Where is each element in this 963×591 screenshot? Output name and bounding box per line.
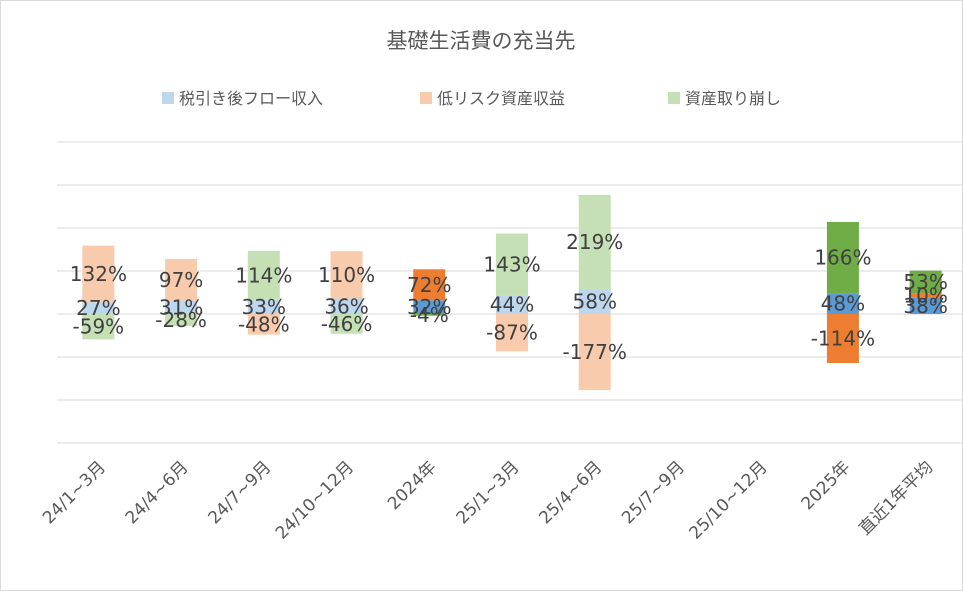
x-tick-label: 24/4~6月 <box>122 457 193 528</box>
chart-title: 基礎生活費の充当先 <box>387 29 576 53</box>
data-labels-layer: 27% 132% -59% 31% 97% -28% 33%-48% 114% 36% 110% -… <box>70 230 948 364</box>
data-label: 110% <box>318 263 375 287</box>
x-tick-label: 24/1~3月 <box>39 457 110 528</box>
data-label: -28% <box>155 308 207 332</box>
legend-swatch-2 <box>668 92 680 104</box>
bar-segment <box>247 314 280 335</box>
x-tick-label: 25/10~12月 <box>686 457 772 543</box>
data-label: 143% <box>483 252 540 276</box>
data-label: -177% <box>563 340 627 364</box>
data-label: 132% <box>70 262 127 286</box>
data-label: 38% <box>903 294 947 318</box>
bar-segment <box>826 221 859 294</box>
bar-segment <box>909 270 942 294</box>
data-label: 27% <box>76 296 120 320</box>
data-label: -114% <box>811 327 875 351</box>
bar-segment <box>413 269 446 301</box>
bar-segment <box>909 297 942 314</box>
data-label: 10% <box>903 284 947 308</box>
bar-segment <box>578 314 611 391</box>
data-label: 72% <box>407 273 451 297</box>
data-label: 31% <box>159 295 203 319</box>
chart-legend: 税引き後フロー収入 低リスク資産収益 資産取り崩し <box>162 89 781 108</box>
data-label: 166% <box>814 246 871 270</box>
bar-segment <box>413 300 446 314</box>
x-tick-label: 25/7~9月 <box>618 457 689 528</box>
data-label: -59% <box>73 315 125 339</box>
bar-segment <box>496 314 528 352</box>
bar-segment <box>247 250 280 300</box>
bar-segment <box>165 258 198 301</box>
bar-segment <box>165 300 198 314</box>
data-label: 114% <box>235 263 292 287</box>
data-label: 44% <box>490 293 534 317</box>
x-tick-label: 直近1年平均 <box>855 457 937 539</box>
x-tick-label: 24/10~12月 <box>272 457 358 543</box>
bar-segment <box>82 302 115 314</box>
legend-swatch-0 <box>162 92 174 104</box>
bar-segment <box>82 245 115 303</box>
data-label: -46% <box>321 312 373 336</box>
bar-segment <box>578 289 611 314</box>
x-tick-label: 25/4~6月 <box>535 457 606 528</box>
bar-segment <box>578 194 611 290</box>
bars-layer <box>82 194 942 391</box>
data-label: 53% <box>903 270 947 294</box>
bar-segment <box>330 298 363 314</box>
data-label: -87% <box>486 321 538 345</box>
data-label: 32% <box>407 295 451 319</box>
data-label: -48% <box>238 312 290 336</box>
legend-label-1: 低リスク資産収益 <box>437 89 565 108</box>
bar-segment <box>496 295 528 314</box>
data-label: 48% <box>821 292 865 316</box>
bar-segment <box>826 293 859 314</box>
data-label: 97% <box>159 268 203 292</box>
bar-segment <box>909 293 942 298</box>
bar-segment <box>826 314 859 364</box>
bar-segment <box>413 314 446 316</box>
x-tick-label: 25/1~3月 <box>453 457 524 528</box>
bar-segment <box>165 314 198 327</box>
data-label: 33% <box>242 295 286 319</box>
data-label: 58% <box>573 290 617 314</box>
bar-segment <box>496 233 528 296</box>
legend-label-0: 税引き後フロー収入 <box>179 89 323 108</box>
legend-label-2: 資産取り崩し <box>685 89 781 108</box>
data-label: -4% <box>410 303 449 327</box>
bar-segment <box>330 314 363 334</box>
bar-segment <box>330 251 363 299</box>
bar-segment <box>247 299 280 314</box>
data-label: 36% <box>324 294 368 318</box>
legend-swatch-1 <box>420 92 432 104</box>
data-label: 219% <box>566 230 623 254</box>
bar-segment <box>82 314 115 340</box>
x-tick-label: 2025年 <box>798 457 855 514</box>
x-tick-label: 24/7~9月 <box>204 457 275 528</box>
x-tick-label: 2024年 <box>384 457 441 514</box>
